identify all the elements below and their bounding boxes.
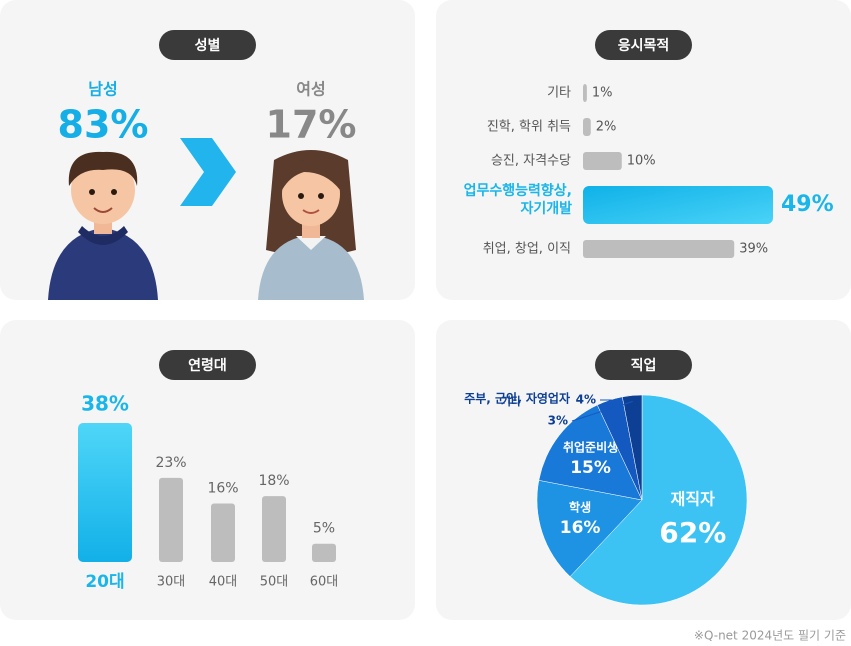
category-label-box: 업무수행능력향상, 자기개발: [463, 183, 572, 217]
female-avatar: [258, 150, 364, 300]
bar: [583, 152, 622, 170]
title-pill: [595, 350, 692, 380]
pie-slice: [622, 394, 643, 501]
slice-value: 3%: [548, 414, 568, 428]
bar: [159, 477, 183, 562]
value-label: 16%: [207, 480, 238, 496]
leader-line: [571, 400, 633, 422]
bar: [583, 84, 587, 102]
panel-title: 직업: [631, 357, 657, 374]
bar: [583, 240, 735, 258]
male-avatar: [48, 151, 158, 300]
value-label: 5%: [313, 521, 335, 537]
category-label: 60대: [310, 575, 339, 590]
slice-value: 15%: [570, 458, 611, 478]
slice-value: 62%: [659, 516, 726, 549]
category-label: 진학, 학위 취득: [487, 120, 571, 135]
slice-value: 16%: [560, 518, 601, 538]
pie-slice: [538, 404, 643, 501]
panel-title: 응시목적: [618, 37, 670, 54]
bar: [312, 543, 336, 562]
category-label: 업무수행능력향상, 자기개발: [463, 183, 572, 217]
category-label: 취업, 창업, 이직: [483, 242, 571, 257]
value-label: 2%: [596, 120, 617, 135]
pie-slice: [536, 480, 643, 577]
slice-label: 취업준비생: [563, 440, 618, 455]
category-label: 20대: [85, 572, 124, 592]
title-pill: [159, 350, 256, 380]
gender-value: 17%: [266, 103, 357, 147]
value-label: 38%: [81, 392, 129, 416]
leader-line: [600, 399, 612, 406]
bar: [583, 186, 773, 224]
category-label: 기타: [547, 86, 571, 101]
category-label: 40대: [209, 575, 238, 590]
gender-value: 83%: [58, 103, 149, 147]
panel-title: 연령대: [188, 358, 227, 374]
bar: [211, 503, 235, 562]
slice-label-box: 기타: [500, 395, 522, 408]
value-label: 10%: [627, 154, 656, 169]
slice-label: 학생: [569, 500, 591, 515]
bar: [78, 423, 132, 562]
value-label: 18%: [258, 473, 289, 489]
footnote: ※Q-net 2024년도 필기 기준: [694, 629, 846, 643]
value-label: 49%: [781, 192, 834, 217]
panel: [436, 0, 851, 300]
chevron: [180, 138, 236, 206]
bar: [262, 496, 286, 562]
category-label: 50대: [260, 575, 289, 590]
category-label: 승진, 자격수당: [491, 154, 571, 169]
value-label: 23%: [155, 455, 186, 471]
gender-label: 여성: [296, 80, 325, 99]
category-label: 30대: [157, 575, 186, 590]
slice-label: 주부, 군인, 자영업자: [464, 391, 570, 406]
slice-label: 재직자: [671, 490, 715, 509]
value-label: 39%: [739, 242, 768, 257]
panel-title: 성별: [195, 37, 221, 54]
slice-label: 기타: [500, 395, 522, 408]
title-pill: [159, 30, 256, 60]
gender-label: 남성: [88, 80, 117, 99]
slice-value: 4%: [576, 393, 596, 407]
pie-slice: [569, 394, 748, 606]
title-pill: [595, 30, 692, 60]
value-label: 1%: [592, 86, 613, 101]
bar: [583, 118, 591, 136]
